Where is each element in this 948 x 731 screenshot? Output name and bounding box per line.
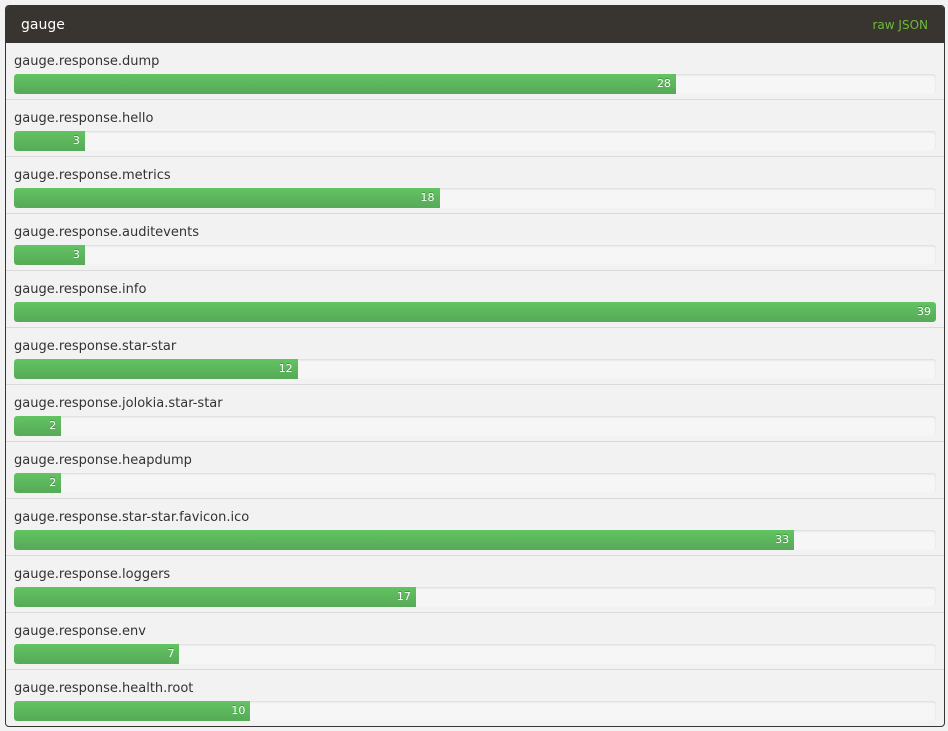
progress-track: 10 (14, 701, 936, 721)
progress-bar: 2 (14, 473, 62, 493)
progress-value: 18 (420, 191, 435, 204)
progress-track: 33 (14, 530, 936, 550)
progress-track: 3 (14, 245, 936, 265)
progress-bar: 7 (14, 644, 180, 664)
progress-track: 39 (14, 302, 936, 322)
progress-track: 12 (14, 359, 936, 379)
metric-row: gauge.response.dump 28 (6, 43, 944, 100)
gauge-panel: gauge raw JSON gauge.response.dump 28 ga… (5, 5, 945, 727)
metric-row: gauge.response.health.root 10 (6, 670, 944, 726)
metric-row: gauge.response.auditevents 3 (6, 214, 944, 271)
progress-track: 17 (14, 587, 936, 607)
metric-row: gauge.response.loggers 17 (6, 556, 944, 613)
panel-title: gauge (21, 16, 65, 33)
progress-value: 2 (49, 419, 57, 432)
metric-name: gauge.response.auditevents (14, 225, 199, 240)
metric-row: gauge.response.env 7 (6, 613, 944, 670)
progress-track: 18 (14, 188, 936, 208)
progress-value: 7 (167, 647, 175, 660)
metric-row: gauge.response.metrics 18 (6, 157, 944, 214)
metric-name: gauge.response.metrics (14, 168, 171, 183)
progress-value: 28 (656, 77, 671, 90)
progress-value: 3 (72, 248, 80, 261)
metric-name: gauge.response.health.root (14, 681, 194, 696)
metric-row: gauge.response.star-star.favicon.ico 33 (6, 499, 944, 556)
raw-json-link[interactable]: raw JSON (872, 17, 929, 32)
progress-bar: 39 (14, 302, 936, 322)
progress-bar: 12 (14, 359, 298, 379)
panel-header: gauge raw JSON (6, 6, 944, 43)
progress-value: 33 (775, 533, 790, 546)
progress-value: 10 (231, 704, 246, 717)
metric-name: gauge.response.dump (14, 54, 160, 69)
progress-value: 3 (72, 134, 80, 147)
progress-value: 17 (396, 590, 411, 603)
metric-row: gauge.response.info 39 (6, 271, 944, 328)
progress-bar: 17 (14, 587, 416, 607)
metric-name: gauge.response.info (14, 282, 147, 297)
progress-bar: 33 (14, 530, 795, 550)
progress-track: 2 (14, 473, 936, 493)
metric-list: gauge.response.dump 28 gauge.response.he… (6, 43, 944, 726)
progress-track: 28 (14, 74, 936, 94)
metric-row: gauge.response.heapdump 2 (6, 442, 944, 499)
progress-bar: 18 (14, 188, 440, 208)
progress-bar: 10 (14, 701, 251, 721)
metric-row: gauge.response.jolokia.star-star 2 (6, 385, 944, 442)
metric-name: gauge.response.star-star (14, 339, 177, 354)
metric-name: gauge.response.env (14, 624, 146, 639)
progress-track: 2 (14, 416, 936, 436)
progress-track: 7 (14, 644, 936, 664)
metric-name: gauge.response.hello (14, 111, 154, 126)
metric-row: gauge.response.hello 3 (6, 100, 944, 157)
progress-bar: 2 (14, 416, 62, 436)
progress-bar: 3 (14, 245, 85, 265)
progress-value: 12 (278, 362, 293, 375)
progress-value: 39 (917, 305, 931, 318)
progress-bar: 28 (14, 74, 676, 94)
progress-bar: 3 (14, 131, 85, 151)
metric-name: gauge.response.loggers (14, 567, 171, 582)
metric-name: gauge.response.heapdump (14, 453, 192, 468)
progress-value: 2 (49, 476, 57, 489)
metric-name: gauge.response.jolokia.star-star (14, 396, 223, 411)
metric-name: gauge.response.star-star.favicon.ico (14, 510, 250, 525)
metric-row: gauge.response.star-star 12 (6, 328, 944, 385)
progress-track: 3 (14, 131, 936, 151)
